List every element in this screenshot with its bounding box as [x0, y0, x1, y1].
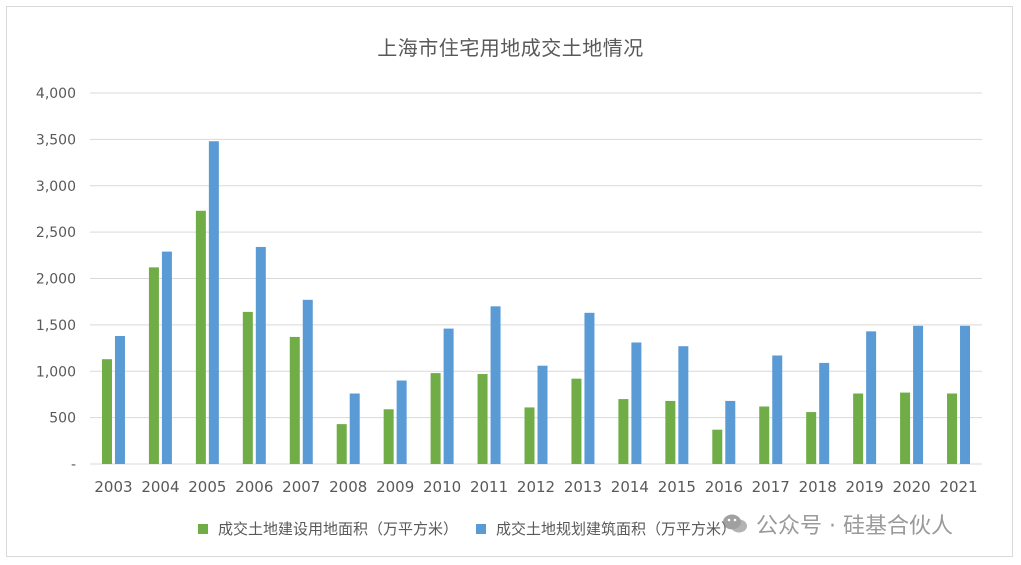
x-tick-label: 2018	[799, 478, 837, 496]
bar-floor-area	[631, 342, 642, 464]
x-tick-label: 2006	[235, 478, 273, 496]
bar-land-area	[148, 267, 159, 464]
x-tick-label: 2017	[752, 478, 790, 496]
x-tick-label: 2019	[846, 478, 884, 496]
bar-land-area	[618, 399, 629, 464]
bar-floor-area	[960, 325, 971, 464]
x-tick-label: 2016	[705, 478, 743, 496]
bar-land-area	[947, 393, 958, 464]
bar-land-area	[195, 210, 206, 464]
watermark-text: 公众号 · 硅基合伙人	[756, 514, 953, 539]
bar-floor-area	[819, 362, 830, 464]
bar-land-area	[383, 409, 394, 464]
bar-floor-area	[114, 336, 125, 464]
bar-land-area	[571, 378, 582, 464]
bar-land-area	[665, 400, 676, 464]
x-tick-label: 2020	[892, 478, 930, 496]
x-tick-label: 2009	[376, 478, 414, 496]
bar-land-area	[242, 311, 253, 464]
bar-floor-area	[161, 251, 172, 464]
legend: 成交土地建设用地面积（万平方米） 成交土地规划建筑面积（万平方米）	[198, 518, 754, 539]
legend-swatch-green	[198, 523, 208, 534]
bar-land-area	[712, 429, 723, 464]
bar-land-area	[759, 406, 770, 464]
y-tick-label: -	[71, 457, 76, 473]
legend-label-floor-area: 成交土地规划建筑面积（万平方米）	[496, 520, 737, 538]
y-tick-label: 1,500	[36, 318, 76, 334]
y-tick-label: 2,500	[36, 225, 76, 241]
bar-floor-area	[725, 400, 736, 464]
x-tick-label: 2021	[939, 478, 977, 496]
bar-land-area	[806, 412, 817, 464]
y-tick-label: 3,000	[36, 179, 76, 195]
legend-item-floor-area: 成交土地规划建筑面积（万平方米）	[476, 518, 736, 539]
chart-title: 上海市住宅用地成交土地情况	[377, 36, 644, 60]
bar-floor-area	[584, 312, 595, 464]
wechat-icon	[722, 513, 748, 535]
bar-floor-area	[866, 331, 877, 464]
x-tick-label: 2005	[188, 478, 226, 496]
bar-land-area	[336, 424, 347, 464]
x-tick-label: 2012	[517, 478, 555, 496]
bar-floor-area	[913, 325, 924, 464]
bar-floor-area	[678, 346, 689, 464]
y-tick-label: 2,000	[36, 272, 76, 288]
bar-land-area	[477, 374, 488, 464]
bar-land-area	[101, 359, 112, 464]
y-tick-label: 1,000	[36, 364, 76, 380]
bar-floor-area	[349, 393, 360, 464]
bar-land-area	[524, 407, 535, 464]
x-tick-label: 2015	[658, 478, 696, 496]
x-tick-label: 2003	[94, 478, 132, 496]
x-tick-label: 2013	[564, 478, 602, 496]
bar-floor-area	[537, 365, 548, 464]
bar-floor-area	[255, 246, 266, 464]
bar-land-area	[853, 393, 864, 464]
x-tick-label: 2004	[141, 478, 179, 496]
y-tick-label: 3,500	[36, 132, 76, 148]
y-tick-label: 500	[49, 411, 76, 427]
bar-floor-area	[490, 306, 501, 464]
legend-label-land-area: 成交土地建设用地面积（万平方米）	[218, 520, 459, 538]
legend-item-land-area: 成交土地建设用地面积（万平方米）	[198, 518, 458, 539]
x-tick-label: 2014	[611, 478, 649, 496]
bar-floor-area	[772, 355, 783, 464]
x-tick-label: 2008	[329, 478, 367, 496]
legend-swatch-blue	[476, 523, 487, 534]
bar-land-area	[900, 392, 911, 464]
bar-floor-area	[208, 141, 219, 465]
y-tick-label: 4,000	[36, 86, 76, 102]
watermark: 公众号 · 硅基合伙人	[722, 508, 953, 540]
bar-land-area	[430, 373, 441, 464]
x-tick-label: 2007	[282, 478, 320, 496]
bar-floor-area	[443, 328, 454, 464]
bar-floor-area	[396, 380, 407, 464]
x-tick-label: 2010	[423, 478, 461, 496]
bar-floor-area	[302, 299, 313, 464]
x-tick-label: 2011	[470, 478, 508, 496]
bar-land-area	[289, 336, 300, 464]
chart-frame	[6, 6, 1013, 557]
